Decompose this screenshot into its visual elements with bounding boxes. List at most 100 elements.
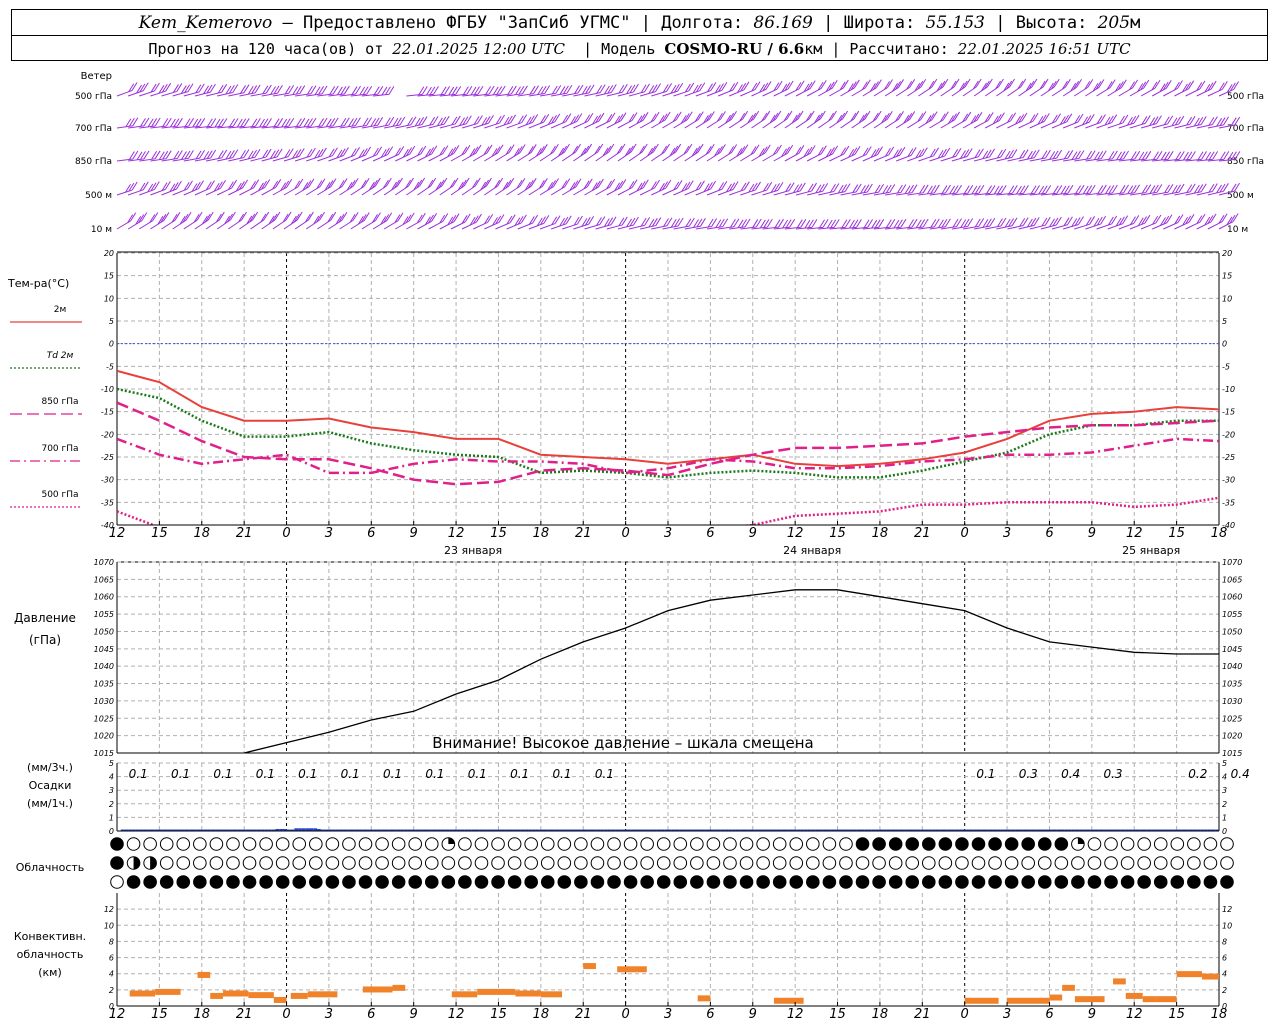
wind-barb [829,110,849,129]
wind-barb [272,211,292,230]
precip-bar [230,829,234,831]
temp-ytick-left: 20 [104,249,114,258]
cloud-symbol [872,837,886,851]
conv-bar [307,991,338,998]
wind-barb [506,144,526,162]
wind-barb [918,78,938,97]
wind-barb [1051,150,1074,162]
wind-barb [728,110,749,129]
temp-series-line-850 гПа [117,401,1219,486]
precip-bar [203,829,208,831]
wind-barb [973,78,993,97]
wind-barb [428,115,450,129]
wind-barb [895,79,916,97]
wind-barb [484,144,504,162]
precip-bar [890,829,895,831]
precip-bar [286,829,291,831]
cloud-symbol [226,856,240,870]
precip-bar [207,829,212,831]
cloud-symbol [1120,875,1135,889]
precip-bar [1135,829,1140,831]
wind-barb [350,146,372,162]
wind-barb [617,112,638,129]
wind-barb [606,112,627,129]
wind-barb [194,211,214,230]
precip-bar [724,829,729,831]
wind-barb [116,150,139,162]
cloud-symbol [491,856,505,870]
precip-total-3h: 0.1 [298,767,317,781]
wind-barb [383,146,405,162]
pres-ytick-left: 1055 [94,610,114,619]
conv-xtick-label: 15 [1168,1007,1185,1022]
cloud-symbol [110,875,124,889]
lat-value: 55.153 [925,12,985,33]
precip-bar [166,829,170,831]
wind-barb [639,111,660,129]
precip-bar [362,829,367,831]
precip-bar [1169,829,1174,831]
precip-bar [743,829,748,831]
wind-barb [784,219,807,230]
cloud-symbol [739,856,754,870]
wind-barb [205,149,228,162]
pres-ytick-right: 1030 [1222,697,1242,706]
wind-barb [406,116,428,129]
conv-ytick-left: 8 [109,937,114,946]
precip-total-3h: 0.1 [129,767,148,781]
wind-barb [283,211,303,230]
temp-ytick-left: 5 [109,317,114,326]
precip-bar [275,828,280,831]
precip-bar [558,829,563,831]
wind-barb [584,84,606,97]
cloud-symbol [408,875,423,889]
cloud-symbol [623,837,638,851]
wind-barb [606,143,626,162]
wind-barb [918,111,938,129]
precip-bar [917,829,921,831]
wind-barb [628,112,649,129]
precip-bar [932,829,936,831]
wind-barb [840,219,862,230]
precip-bar [381,829,385,831]
conv-bar [1202,973,1219,980]
precip-total-3h: 0.1 [256,767,275,781]
wind-barb [116,82,138,97]
precip-bar [520,829,525,831]
wind-barb [228,179,249,196]
temp-legend-label: 2м [54,305,67,315]
cloud-symbol [921,875,936,889]
precip-total-3h: 0.1 [595,767,614,781]
wind-barb [317,147,338,162]
wind-barb [1207,116,1229,129]
station-name: Kem_Kemerovo [138,12,273,33]
cloud-symbol [988,837,1002,851]
cloud-symbol [159,856,174,870]
precip-total-3h: 0.1 [341,767,360,781]
cloud-symbol [690,856,704,870]
prec-ytick-left: 4 [109,773,114,782]
wind-barb [1129,184,1152,196]
wind-barb [1051,78,1071,97]
temp-xtick-label: 21 [914,526,931,541]
conv-xtick-label: 21 [914,1007,931,1022]
wind-barb [517,214,539,230]
cloud-symbol [1137,856,1151,870]
pressure-line [240,589,1219,753]
wind-barb [1185,183,1207,196]
prec-ytick-right: 0 [1222,827,1227,836]
wind-barb [250,84,272,97]
wind-barb [862,219,885,230]
precip-total-3h: 0.1 [425,767,444,781]
wind-barb [328,212,348,230]
wind-barb [450,213,471,230]
wind-barb [673,82,695,97]
wind-barb [395,212,415,230]
conv-bar [583,963,596,970]
wind-barb [328,147,349,162]
precip-bar [694,829,699,831]
wind-barb [194,149,217,162]
wind-barb [306,85,328,97]
cloud-symbol [806,875,820,889]
wind-barb [873,146,895,162]
